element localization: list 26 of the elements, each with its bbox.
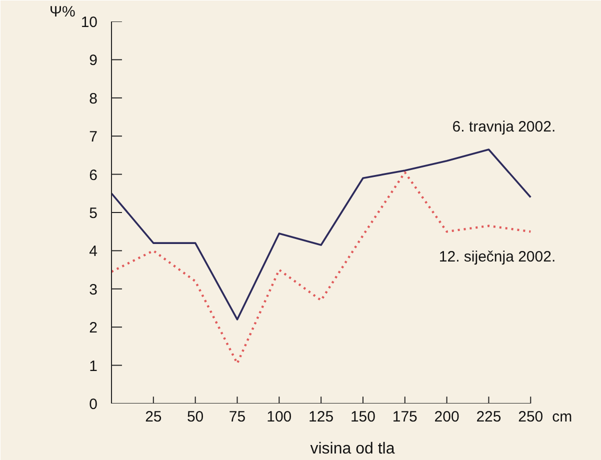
x-tick-label: 200 [434,408,460,426]
x-tick-label: 50 [186,408,204,426]
y-tick-label: 5 [89,205,98,222]
x-tick-label: 75 [228,408,246,426]
x-axis-title: visina od tla [310,440,395,458]
y-tick-label: 6 [89,166,98,184]
y-axis-title: Ψ% [50,4,76,20]
series-label: 12. siječnja 2002. [438,248,556,266]
y-tick-label: 0 [89,396,98,413]
y-tick-label: 3 [89,281,98,298]
y-tick-label: 7 [89,128,98,146]
y-tick-label: 2 [89,320,98,337]
x-tick-label: 250 [518,408,544,426]
y-tick-label: 8 [89,90,98,108]
y-tick-label: 4 [89,243,98,260]
x-tick-label: 225 [476,408,502,426]
x-tick-label: 25 [145,408,162,426]
x-tick-label: 125 [308,408,334,426]
text: cm [552,408,572,426]
y-tick-label: 9 [89,52,98,70]
x-tick-label: 100 [266,408,292,426]
y-tick-label: 10 [80,14,98,31]
y-tick-label: 1 [89,358,98,375]
series-label: 6. travnja 2002. [452,118,556,136]
x-tick-label: 175 [392,408,418,426]
x-tick-label: 150 [350,408,376,426]
